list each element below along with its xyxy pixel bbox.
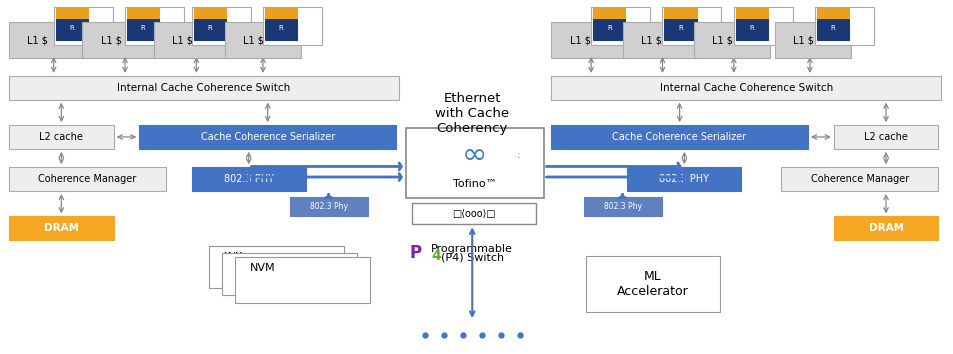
FancyBboxPatch shape [814, 7, 873, 45]
Text: Coherence Manager: Coherence Manager [38, 174, 136, 184]
FancyBboxPatch shape [9, 22, 85, 58]
FancyBboxPatch shape [551, 125, 807, 149]
FancyBboxPatch shape [265, 19, 297, 40]
Text: R: R [207, 25, 212, 31]
Text: R: R [278, 25, 283, 31]
FancyBboxPatch shape [9, 167, 166, 191]
Text: Coherence Manager: Coherence Manager [810, 174, 908, 184]
FancyBboxPatch shape [661, 7, 720, 45]
FancyBboxPatch shape [593, 19, 625, 40]
Text: 4: 4 [431, 249, 440, 263]
FancyBboxPatch shape [816, 19, 848, 40]
Text: DRAM: DRAM [867, 223, 902, 233]
Text: L1 $: L1 $ [28, 35, 49, 45]
Text: Cache Coherence Serializer: Cache Coherence Serializer [200, 132, 335, 142]
FancyBboxPatch shape [225, 22, 301, 58]
FancyBboxPatch shape [290, 198, 367, 216]
FancyBboxPatch shape [9, 216, 113, 240]
FancyBboxPatch shape [622, 22, 698, 58]
FancyBboxPatch shape [9, 76, 398, 100]
FancyBboxPatch shape [127, 19, 159, 40]
FancyBboxPatch shape [412, 203, 536, 224]
FancyBboxPatch shape [735, 19, 767, 40]
Text: L1 $: L1 $ [640, 35, 661, 45]
Text: R: R [829, 25, 834, 31]
Text: R: R [606, 25, 611, 31]
Text: 802.3 PHY: 802.3 PHY [223, 174, 274, 184]
FancyBboxPatch shape [9, 125, 113, 149]
Text: Ethernet
with Cache
Coherency: Ethernet with Cache Coherency [435, 92, 509, 135]
FancyBboxPatch shape [125, 7, 184, 45]
Text: L1 $: L1 $ [792, 35, 813, 45]
Text: Cache Coherence Serializer: Cache Coherence Serializer [612, 132, 746, 142]
FancyBboxPatch shape [816, 8, 848, 18]
FancyBboxPatch shape [193, 19, 226, 40]
FancyBboxPatch shape [781, 167, 938, 191]
Text: L1 $: L1 $ [101, 35, 121, 45]
FancyBboxPatch shape [55, 8, 88, 18]
FancyBboxPatch shape [551, 22, 627, 58]
Text: R: R [749, 25, 754, 31]
Text: Internal Cache Coherence Switch: Internal Cache Coherence Switch [659, 83, 832, 93]
Text: NVM: NVM [223, 252, 242, 261]
Text: L1 $: L1 $ [172, 35, 193, 45]
FancyBboxPatch shape [55, 19, 88, 40]
Text: R: R [141, 25, 146, 31]
Text: ∞: ∞ [461, 142, 487, 170]
FancyBboxPatch shape [82, 22, 158, 58]
Text: 802.3 Phy: 802.3 Phy [310, 202, 347, 211]
FancyBboxPatch shape [663, 8, 696, 18]
FancyBboxPatch shape [192, 167, 306, 191]
FancyBboxPatch shape [586, 256, 719, 312]
FancyBboxPatch shape [192, 7, 251, 45]
FancyBboxPatch shape [774, 22, 850, 58]
FancyBboxPatch shape [593, 8, 625, 18]
FancyBboxPatch shape [193, 8, 226, 18]
Text: R: R [678, 25, 682, 31]
Text: Internal Cache Coherence Switch: Internal Cache Coherence Switch [117, 83, 291, 93]
Text: L1 $: L1 $ [243, 35, 264, 45]
Text: (P4) Switch: (P4) Switch [440, 253, 503, 263]
FancyBboxPatch shape [405, 128, 543, 198]
Text: NVM: NVM [236, 259, 255, 268]
FancyBboxPatch shape [833, 125, 938, 149]
Text: Tofino™: Tofino™ [453, 179, 496, 189]
FancyBboxPatch shape [263, 7, 321, 45]
Text: L2 cache: L2 cache [39, 132, 83, 142]
Text: □⟨ooo⟩□: □⟨ooo⟩□ [452, 209, 496, 219]
Text: Programmable: Programmable [431, 244, 513, 254]
FancyBboxPatch shape [627, 167, 740, 191]
Text: 802.3 Phy: 802.3 Phy [603, 202, 640, 211]
Text: L1 $: L1 $ [569, 35, 590, 45]
FancyBboxPatch shape [222, 253, 356, 295]
FancyBboxPatch shape [209, 246, 343, 289]
FancyBboxPatch shape [153, 22, 230, 58]
Text: DRAM: DRAM [44, 223, 79, 233]
FancyBboxPatch shape [53, 7, 112, 45]
Text: L1 $: L1 $ [712, 35, 733, 45]
FancyBboxPatch shape [235, 257, 370, 303]
FancyBboxPatch shape [833, 216, 938, 240]
FancyBboxPatch shape [733, 7, 792, 45]
Text: ML
Accelerator: ML Accelerator [617, 270, 688, 298]
FancyBboxPatch shape [735, 8, 767, 18]
FancyBboxPatch shape [265, 8, 297, 18]
FancyBboxPatch shape [139, 125, 395, 149]
Text: R: R [70, 25, 74, 31]
FancyBboxPatch shape [583, 198, 660, 216]
Text: L2 cache: L2 cache [863, 132, 907, 142]
FancyBboxPatch shape [591, 7, 649, 45]
Text: NVM: NVM [250, 263, 275, 274]
FancyBboxPatch shape [663, 19, 696, 40]
FancyBboxPatch shape [693, 22, 769, 58]
FancyBboxPatch shape [127, 8, 159, 18]
Text: 802.3 PHY: 802.3 PHY [659, 174, 709, 184]
Text: P: P [409, 244, 421, 262]
FancyBboxPatch shape [551, 76, 941, 100]
Text: :: : [517, 149, 520, 160]
